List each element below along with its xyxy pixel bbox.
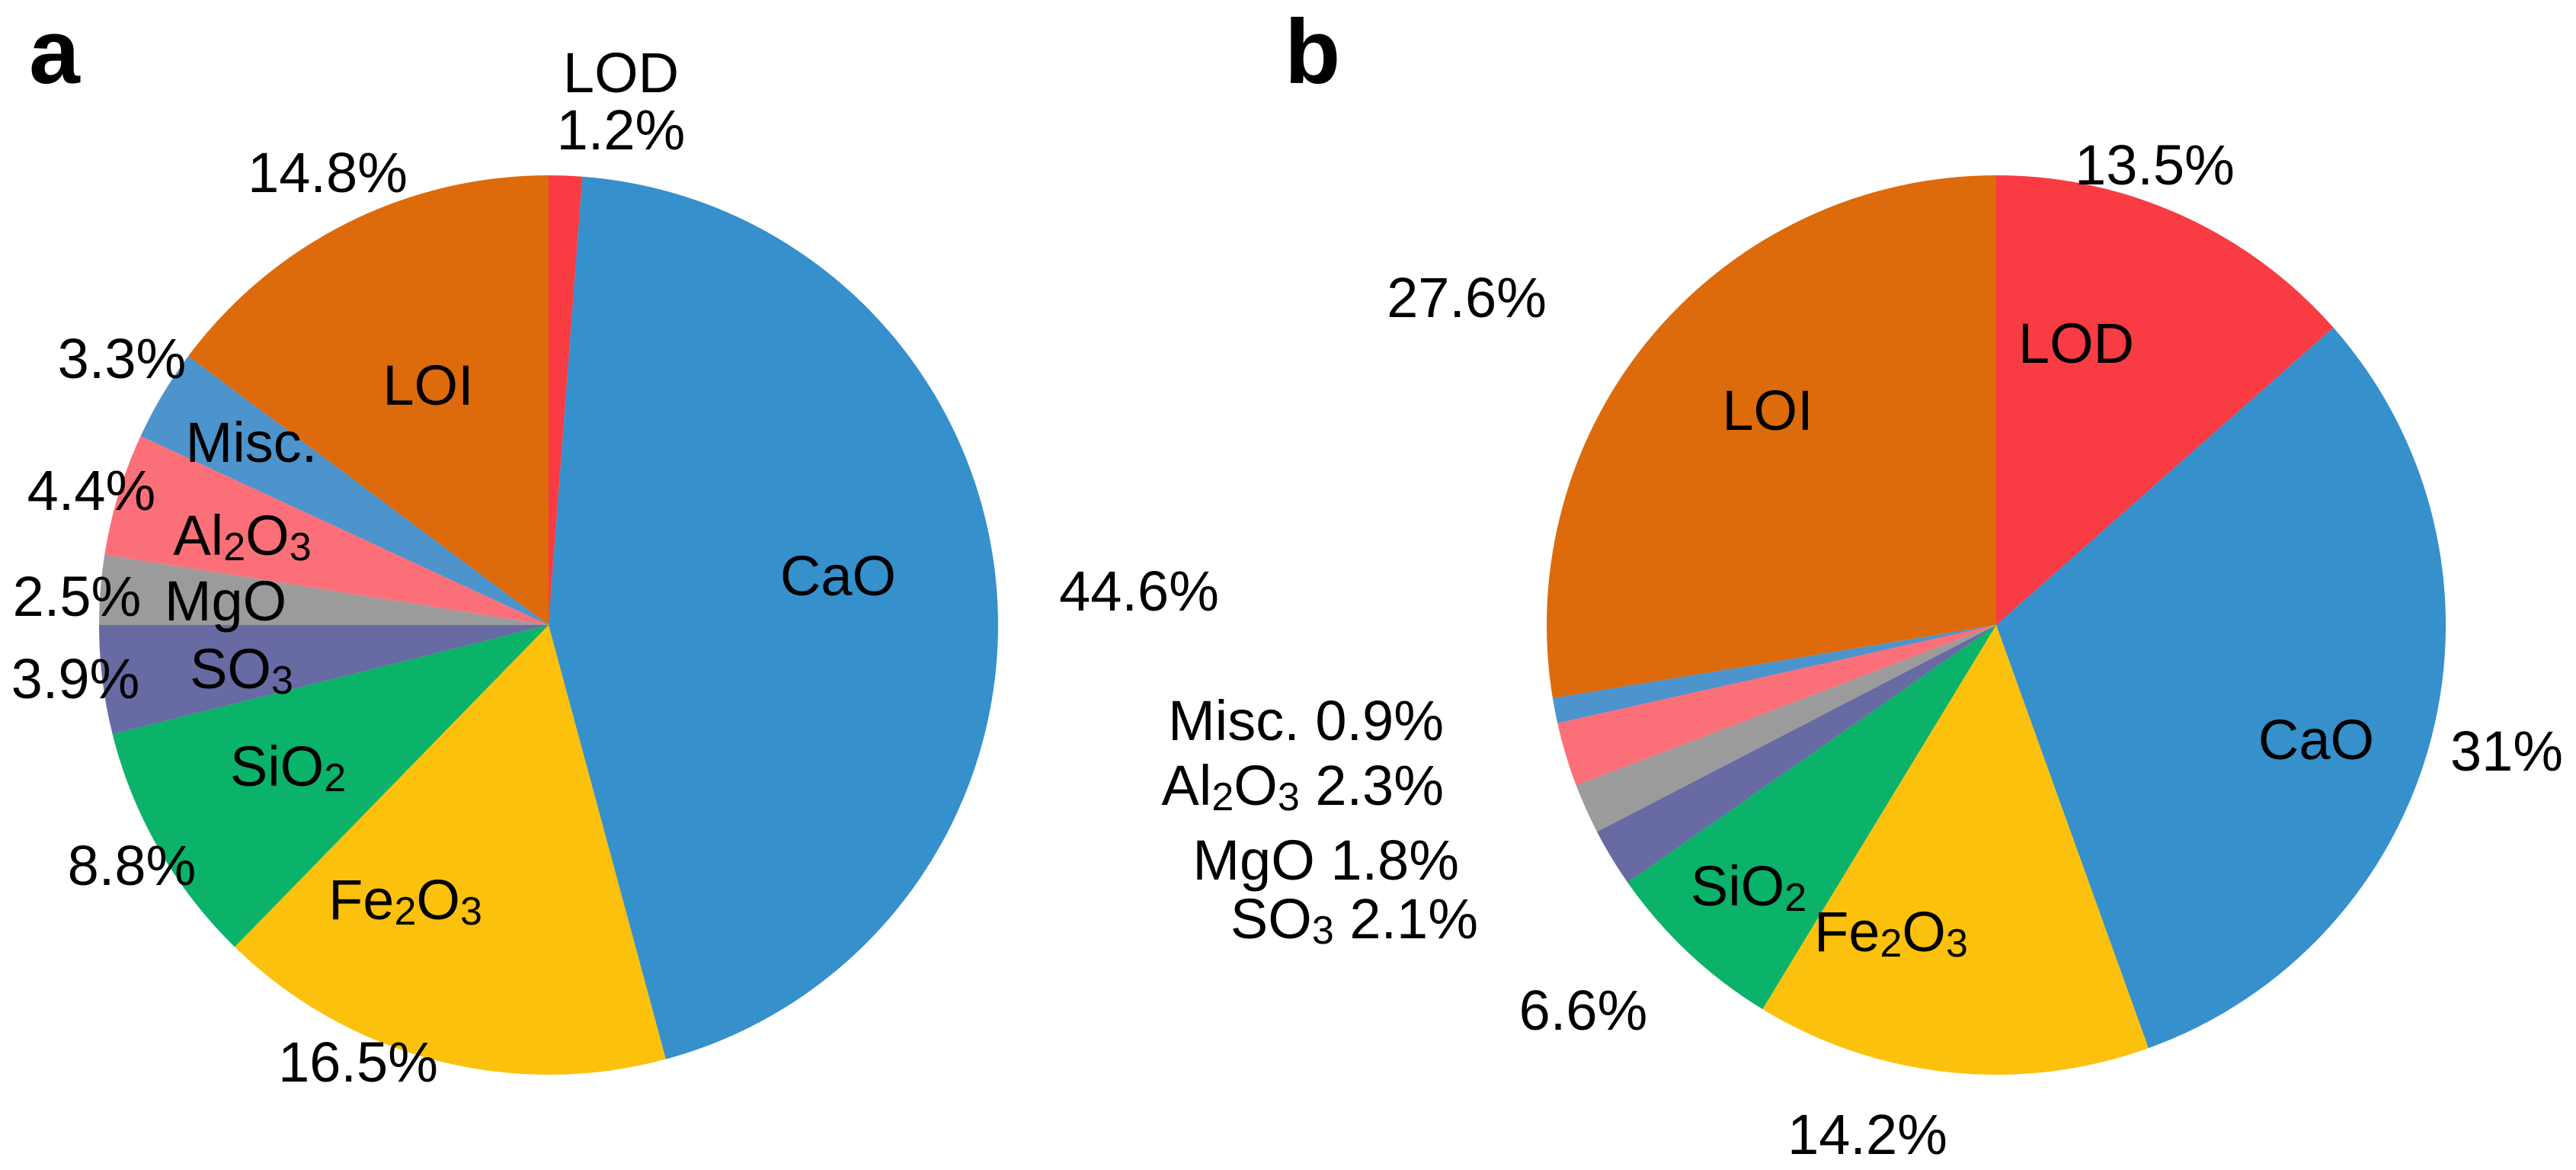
pie-b-slice-al2o3 <box>1557 625 1996 786</box>
pie-a-pct-so3: 3.9% <box>11 647 140 710</box>
pie-a-pct-fe2o3: 16.5% <box>278 1031 438 1094</box>
pie-a-slice-sio2 <box>112 625 549 947</box>
pie-a-name-sio2: SiO2 <box>230 735 346 801</box>
pie-b-slice-mgo <box>1576 625 1996 832</box>
pie-a-slice-cao <box>549 176 998 1059</box>
pie-a-name-al2o3: Al2O3 <box>173 504 311 570</box>
pie-b-slice-misc <box>1552 625 1996 723</box>
pie-b-name-pct-misc: Misc. 0.9% <box>1168 689 1444 752</box>
pie-a-pct-al2o3: 4.4% <box>27 459 156 522</box>
pie-a-slice-fe2o3 <box>235 625 666 1075</box>
pie-a-pct-misc: 3.3% <box>58 327 187 390</box>
pie-a-slice-lod <box>549 175 583 625</box>
pie-a-name-misc: Misc. <box>186 411 318 474</box>
pie-b-slice-so3 <box>1597 625 1996 883</box>
pie-a-slice-so3 <box>99 625 549 735</box>
pie-a-pct-loi: 14.8% <box>248 141 408 204</box>
pie-b-pct-loi: 27.6% <box>1387 266 1547 329</box>
pie-a-name-mgo: MgO <box>165 569 286 633</box>
pie-b-pct-lod: 13.5% <box>2075 133 2235 197</box>
pie-b-slice-loi <box>1547 175 1996 698</box>
pie-b-name-loi: LOI <box>1722 379 1813 442</box>
pie-a-slice-al2o3 <box>104 436 549 625</box>
pie-a-slice-loi <box>188 175 549 625</box>
pie-b-slice-cao <box>1996 327 2446 1049</box>
pie-a-pct-cao: 44.6% <box>1059 559 1219 623</box>
panel-label-b: b <box>1285 1 1341 103</box>
pie-a-name-so3: SO3 <box>190 637 293 704</box>
pie-b-name-fe2o3: Fe2O3 <box>1814 900 1968 966</box>
panel-label-a: a <box>29 1 80 103</box>
pie-a-name-loi: LOI <box>382 354 473 417</box>
pie-a-slice-misc <box>140 356 549 625</box>
pie-a-name-lod: LOD <box>563 41 679 104</box>
pie-b-name-lod: LOD <box>2018 312 2134 375</box>
pie-b-pct-sio2: 6.6% <box>1519 979 1648 1042</box>
pie-b-slice-lod <box>1996 175 2334 625</box>
pie-b-slice-fe2o3 <box>1762 625 2149 1075</box>
pie-b-pct-fe2o3: 14.2% <box>1787 1103 1947 1166</box>
pie-b-slice-sio2 <box>1627 625 1996 1009</box>
pie-a-pct-lod: 1.2% <box>557 98 686 162</box>
pie-a-name-cao: CaO <box>780 544 896 607</box>
pie-a-slice-mgo <box>99 554 549 625</box>
pie-a-pct-mgo: 2.5% <box>13 565 142 628</box>
pie-b-name-pct-al2o3: Al2O3 2.3% <box>1162 754 1444 820</box>
pie-a-name-fe2o3: Fe2O3 <box>328 868 482 934</box>
pie-b-name-pct-so3: SO3 2.1% <box>1230 887 1478 954</box>
pie-a-pct-sio2: 8.8% <box>68 834 197 897</box>
pie-b-pct-cao: 31% <box>2450 720 2563 783</box>
pie-b-name-sio2: SiO2 <box>1691 854 1806 921</box>
pie-b-name-pct-mgo: MgO 1.8% <box>1192 829 1459 892</box>
pie-b-name-cao: CaO <box>2258 708 2374 771</box>
